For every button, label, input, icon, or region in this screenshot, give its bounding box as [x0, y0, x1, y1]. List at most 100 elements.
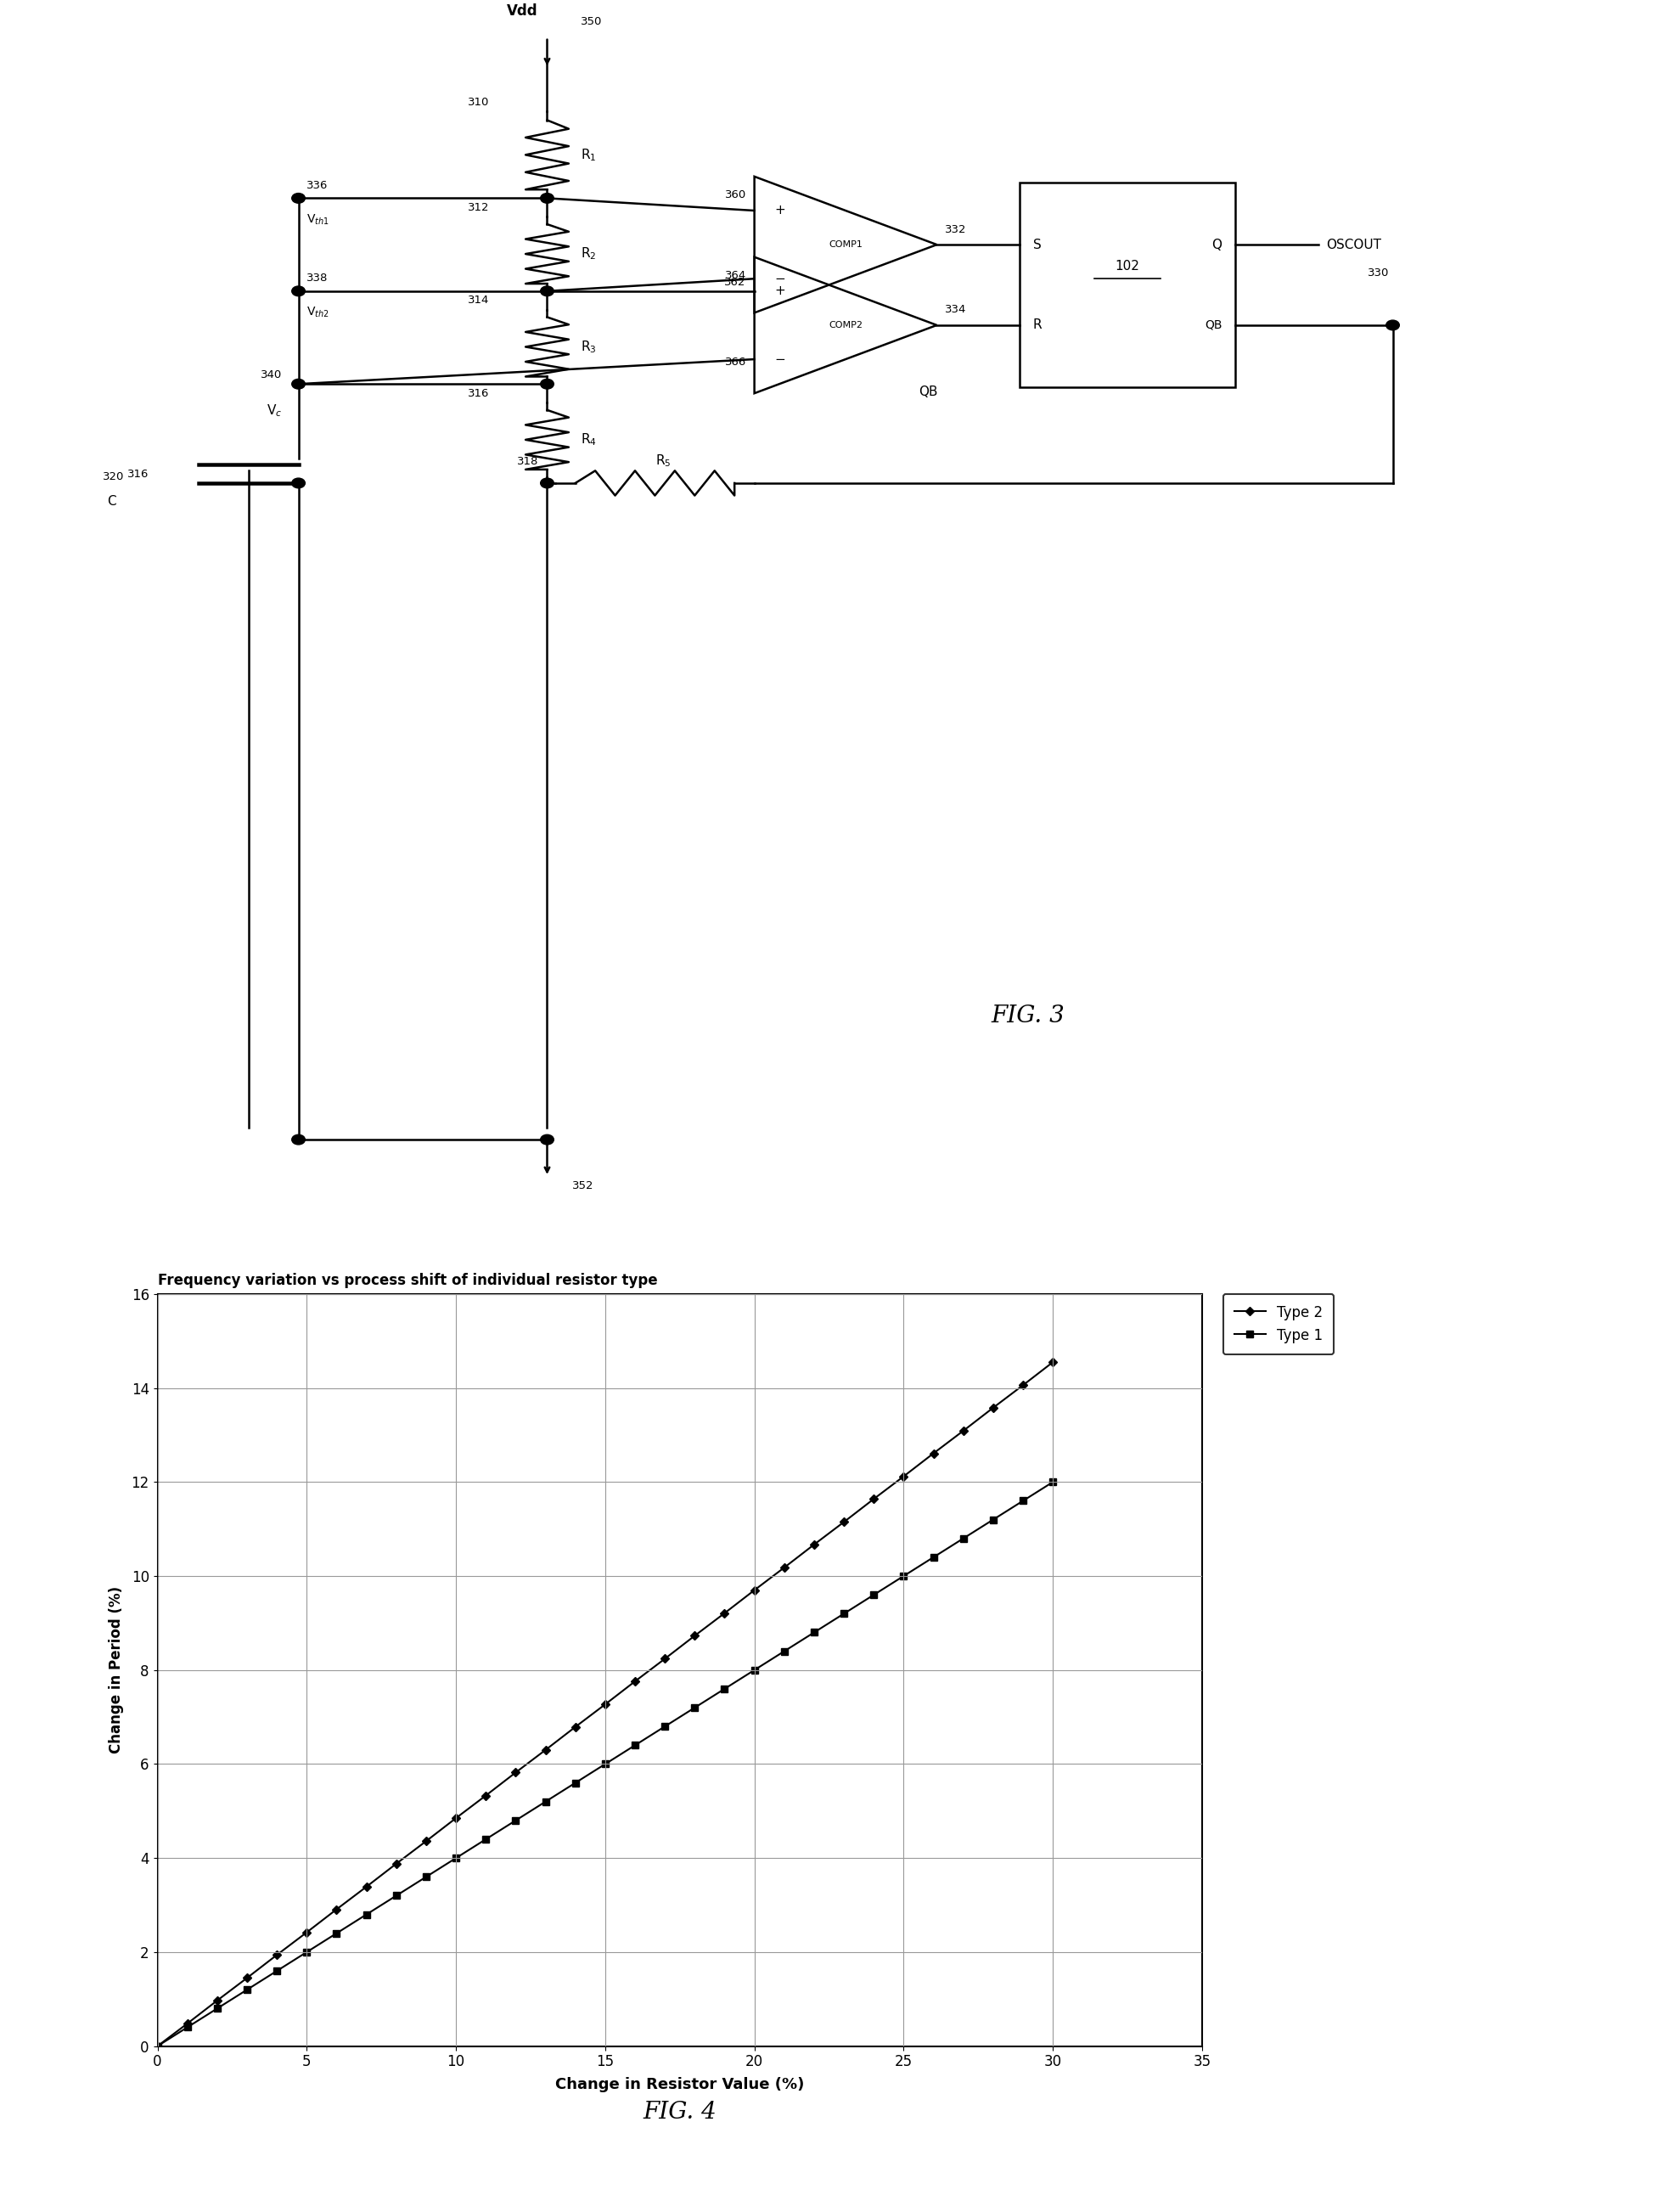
Text: QB: QB: [1205, 319, 1222, 332]
Text: R$_5$: R$_5$: [655, 453, 671, 469]
Text: 320: 320: [103, 471, 124, 482]
Type 1: [894, 1562, 914, 1588]
Type 1: [595, 1752, 615, 1778]
Type 2: [1013, 1371, 1033, 1398]
Type 2: [864, 1486, 884, 1513]
Text: −: −: [774, 354, 786, 365]
Circle shape: [1386, 321, 1399, 330]
Type 2: [894, 1462, 914, 1489]
Type 1: [267, 1958, 287, 1984]
Text: 312: 312: [468, 201, 489, 212]
Text: 316: 316: [468, 387, 489, 398]
Type 1: [953, 1526, 973, 1553]
Type 2: [924, 1440, 943, 1467]
Type 2: [386, 1851, 406, 1878]
Bar: [1020, 184, 1235, 387]
Text: 336: 336: [307, 179, 328, 190]
Text: 332: 332: [945, 223, 967, 234]
Circle shape: [292, 1135, 305, 1144]
Type 2: [327, 1896, 347, 1922]
Type 2: [655, 1646, 675, 1672]
Text: COMP2: COMP2: [829, 321, 862, 330]
Type 2: [685, 1621, 705, 1648]
Type 1: [924, 1544, 943, 1571]
Type 1: [386, 1882, 406, 1909]
Text: FIG. 3: FIG. 3: [991, 1004, 1064, 1026]
Text: +: +: [774, 204, 786, 217]
Text: +: +: [774, 285, 786, 296]
X-axis label: Change in Resistor Value (%): Change in Resistor Value (%): [555, 2077, 804, 2093]
Type 2: [297, 1920, 317, 1947]
Text: −: −: [774, 272, 786, 285]
Type 1: [476, 1827, 496, 1854]
Type 1: [864, 1582, 884, 1608]
Type 2: [416, 1827, 436, 1854]
Type 2: [565, 1714, 585, 1741]
Text: 316: 316: [128, 469, 149, 480]
Text: R$_2$: R$_2$: [580, 246, 595, 261]
Text: 362: 362: [725, 276, 746, 288]
Text: 102: 102: [1116, 261, 1139, 272]
Text: V$_c$: V$_c$: [267, 403, 282, 418]
Text: 364: 364: [725, 270, 746, 281]
Line: Type 1: Type 1: [154, 1480, 1056, 2048]
Type 1: [327, 1920, 347, 1947]
Type 2: [207, 1986, 227, 2013]
Type 1: [446, 1845, 466, 1871]
Text: 310: 310: [468, 97, 489, 108]
Circle shape: [541, 192, 554, 204]
Type 2: [237, 1964, 257, 1991]
Type 2: [625, 1668, 645, 1694]
Type 1: [506, 1807, 526, 1834]
Type 2: [715, 1599, 734, 1626]
Type 2: [267, 1942, 287, 1969]
Type 2: [595, 1692, 615, 1719]
Text: 366: 366: [725, 356, 746, 367]
Text: V$_{th2}$: V$_{th2}$: [307, 305, 330, 319]
Circle shape: [541, 1135, 554, 1144]
Text: Frequency variation vs process shift of individual resistor type: Frequency variation vs process shift of …: [158, 1272, 657, 1287]
Type 1: [207, 1995, 227, 2022]
Circle shape: [541, 478, 554, 489]
Type 1: [715, 1677, 734, 1703]
Text: 360: 360: [725, 190, 746, 201]
Type 1: [297, 1938, 317, 1966]
Type 2: [1043, 1349, 1063, 1376]
Text: R$_3$: R$_3$: [580, 338, 597, 354]
Type 2: [774, 1555, 794, 1582]
Type 1: [356, 1900, 376, 1927]
Type 1: [148, 2033, 167, 2059]
Type 2: [804, 1531, 824, 1557]
Text: FIG. 4: FIG. 4: [643, 2101, 716, 2124]
Type 1: [685, 1694, 705, 1721]
Text: 330: 330: [1368, 268, 1389, 279]
Type 1: [744, 1657, 764, 1683]
Type 1: [625, 1732, 645, 1759]
Text: 338: 338: [307, 272, 328, 283]
Type 2: [356, 1874, 376, 1900]
Legend: Type 2, Type 1: Type 2, Type 1: [1224, 1294, 1335, 1354]
Type 2: [476, 1783, 496, 1809]
Circle shape: [541, 285, 554, 296]
Text: Vdd: Vdd: [507, 2, 537, 18]
Circle shape: [292, 285, 305, 296]
Type 2: [983, 1394, 1003, 1420]
Text: Q: Q: [1212, 239, 1222, 250]
Circle shape: [292, 478, 305, 489]
Text: 352: 352: [572, 1181, 594, 1192]
Text: R$_4$: R$_4$: [580, 431, 597, 447]
Type 2: [446, 1805, 466, 1832]
Line: Type 2: Type 2: [154, 1358, 1056, 2048]
Text: 350: 350: [580, 15, 602, 27]
Type 1: [834, 1601, 854, 1628]
Type 1: [237, 1978, 257, 2004]
Type 2: [536, 1736, 555, 1763]
Text: S: S: [1033, 239, 1041, 250]
Type 1: [1013, 1486, 1033, 1513]
Type 2: [744, 1577, 764, 1604]
Type 2: [953, 1418, 973, 1444]
Type 1: [983, 1506, 1003, 1533]
Text: OSCOUT: OSCOUT: [1326, 239, 1381, 250]
Type 2: [834, 1509, 854, 1535]
Text: 334: 334: [945, 305, 967, 316]
